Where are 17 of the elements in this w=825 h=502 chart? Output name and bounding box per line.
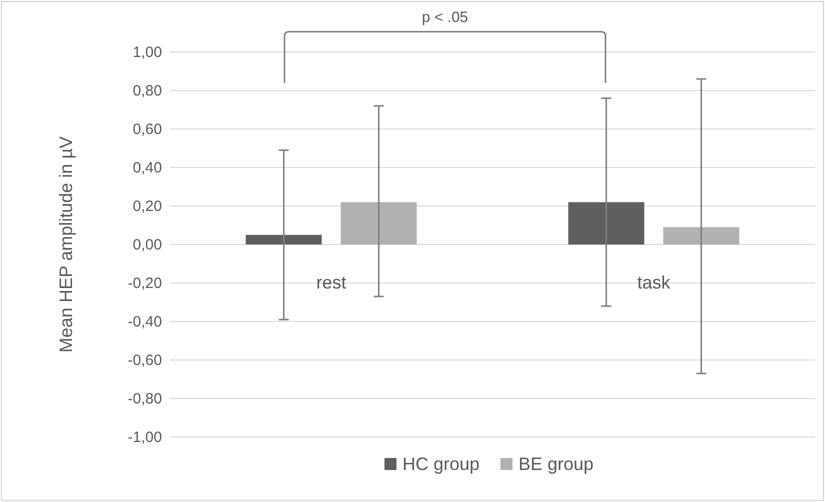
y-tick-label: -1,00 xyxy=(128,428,162,446)
x-tick-label: task xyxy=(637,272,672,292)
y-tick-label: 0,00 xyxy=(132,236,162,254)
y-tick-label: -0,40 xyxy=(128,313,162,330)
text: p < .05 xyxy=(422,9,468,26)
y-tick-label: 0,60 xyxy=(132,120,162,138)
legend-label: BE group xyxy=(518,454,594,474)
y-tick-label: 1,00 xyxy=(132,44,162,61)
y-tick-label: -0,80 xyxy=(128,390,162,408)
legend-label: HC group xyxy=(402,454,480,474)
y-tick-label: 0,40 xyxy=(132,159,162,176)
x-tick-label: rest xyxy=(316,272,346,292)
y-tick-label: 0,20 xyxy=(132,198,162,215)
y-tick-label: -0,20 xyxy=(128,274,162,292)
y-tick-label: 0,80 xyxy=(132,82,162,100)
y-tick-label: -0,60 xyxy=(128,352,162,369)
y-axis-title: Mean HEP amplitude in µV xyxy=(56,136,76,353)
